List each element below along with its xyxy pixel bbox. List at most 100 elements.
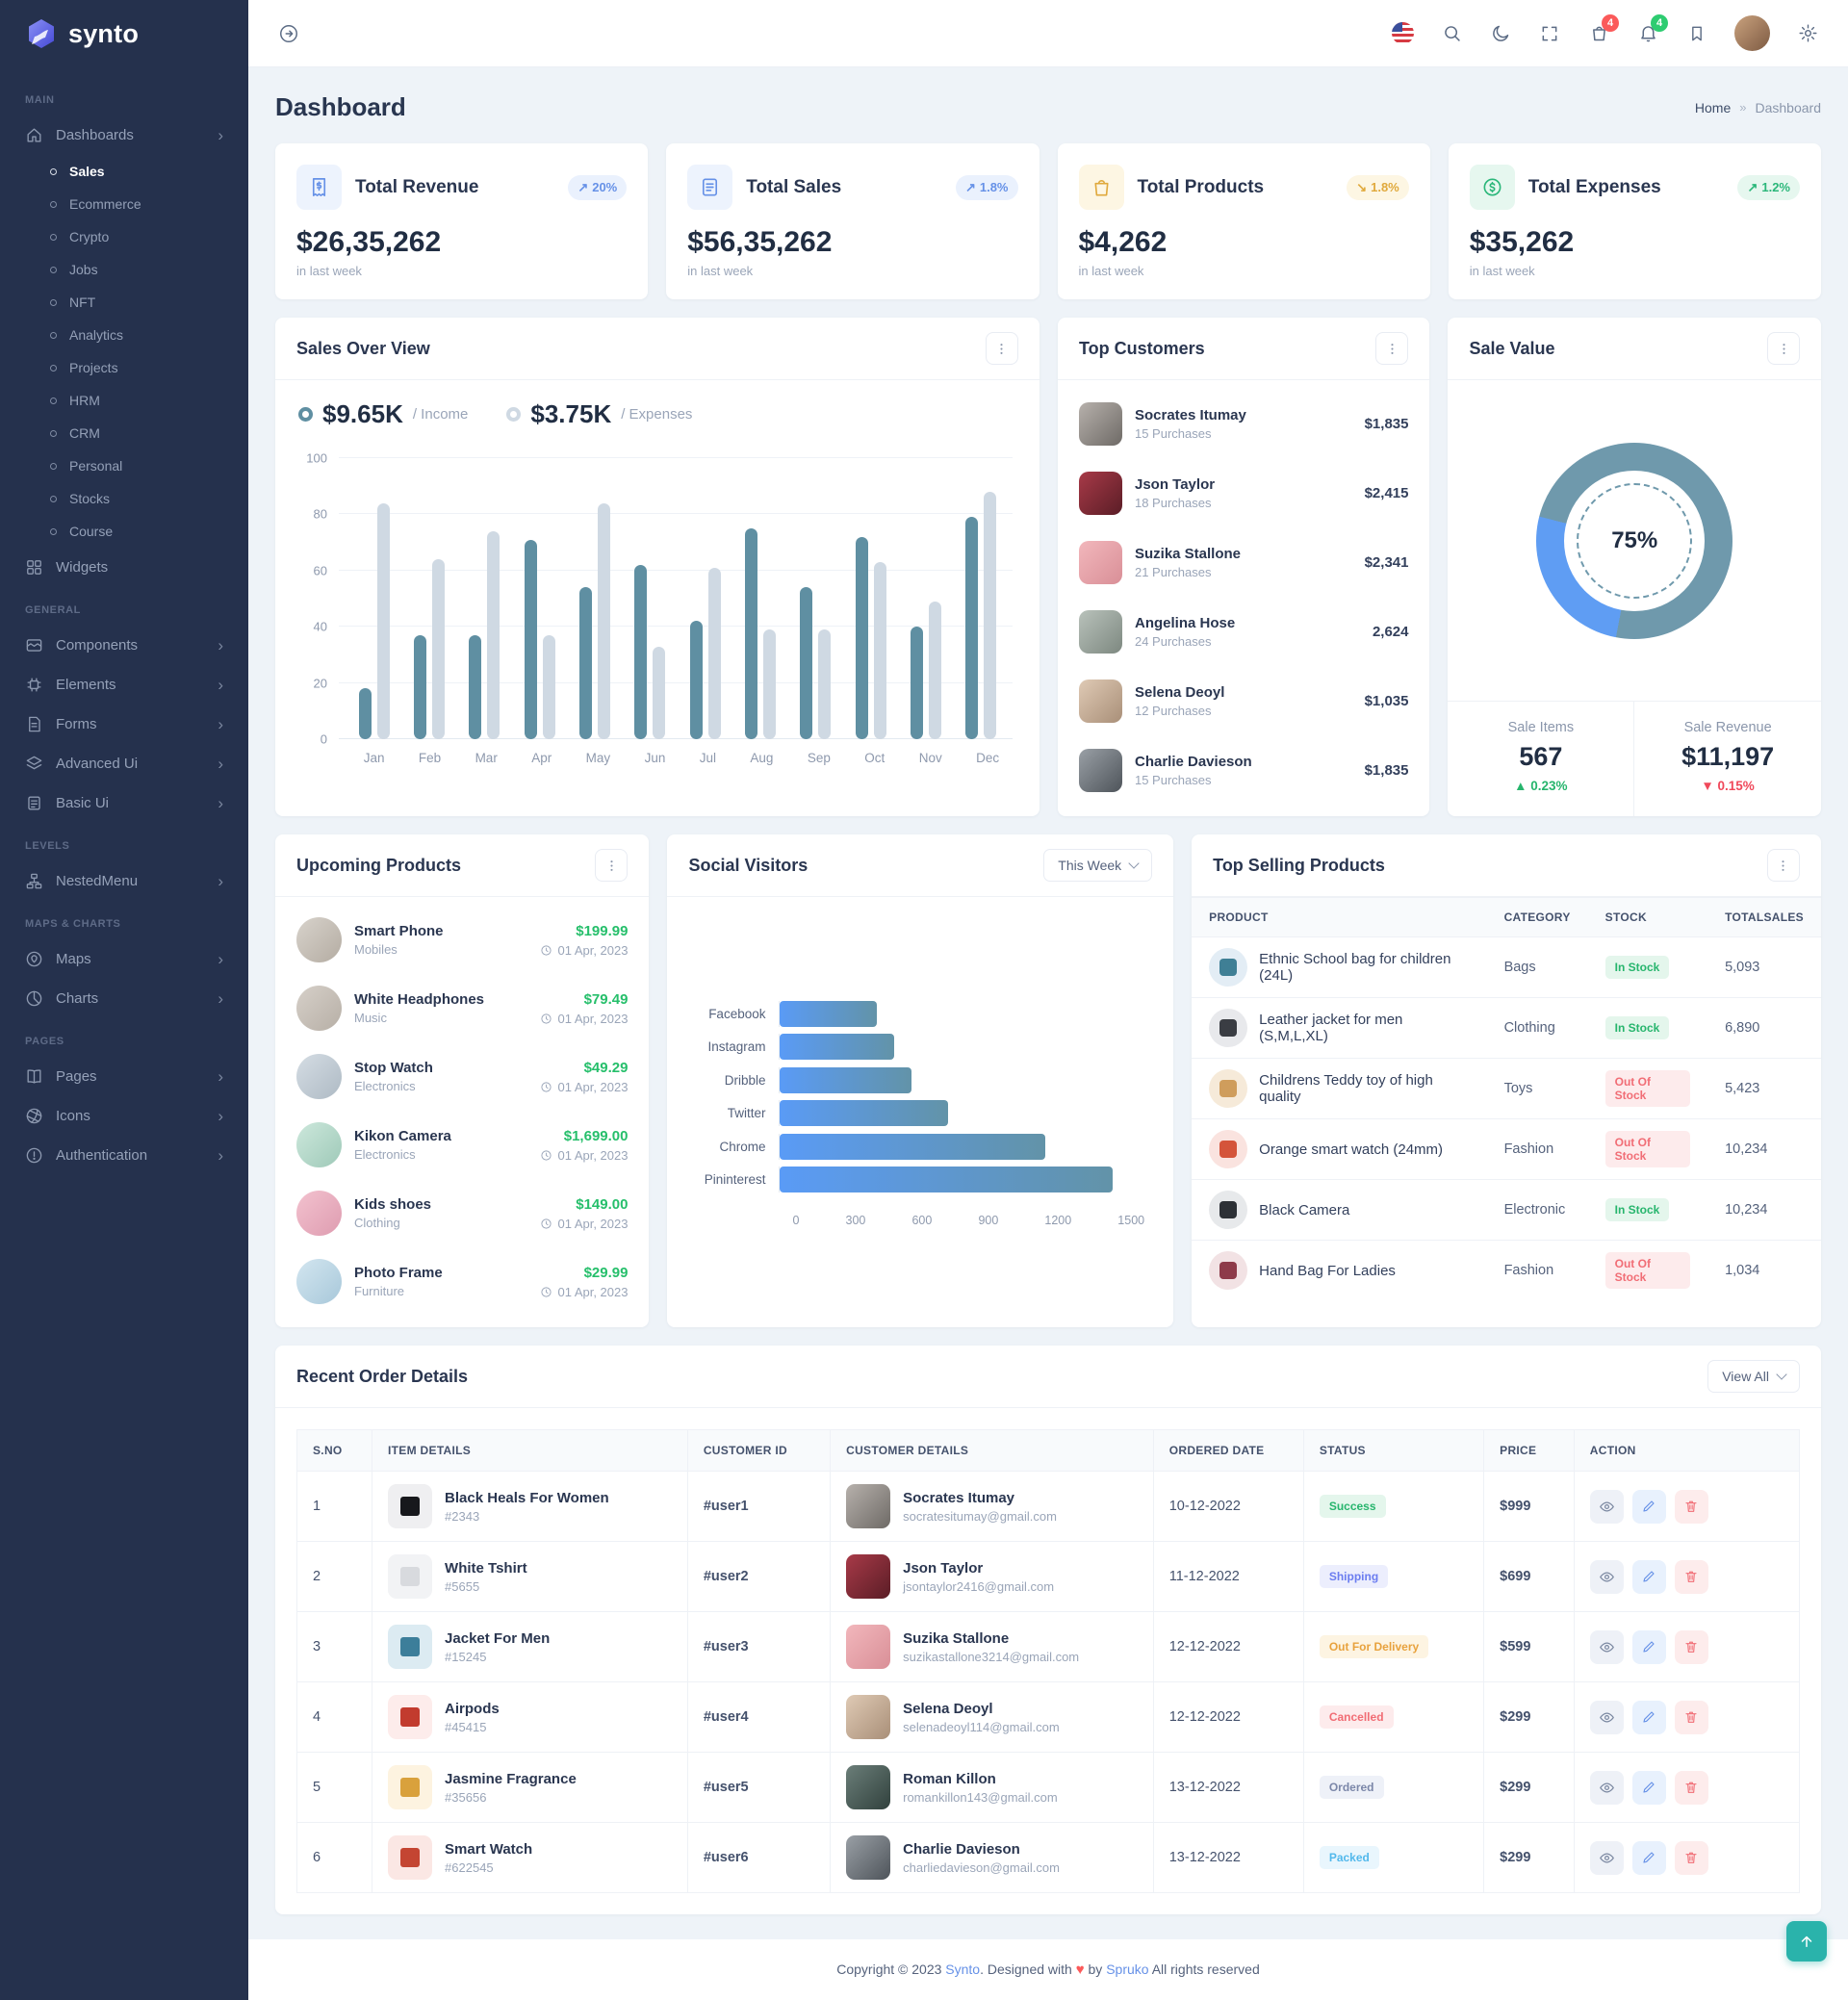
sidebar-item-pages[interactable]: Pages › [0,1057,248,1096]
product-row-photo-frame[interactable]: Photo Frame Furniture $29.99 01 Apr, 2023 [296,1247,628,1316]
customer-row-socrates-itumay[interactable]: Socrates Itumay 15 Purchases $1,835 [1078,389,1408,458]
edit-button[interactable] [1631,1700,1666,1734]
customer-id[interactable]: #user1 [686,1471,832,1542]
customer-row-selena-deoyl[interactable]: Selena Deoyl 12 Purchases $1,035 [1078,666,1408,735]
customer-id[interactable]: #user2 [686,1541,832,1612]
income-bar[interactable] [800,587,813,739]
card-menu-button[interactable] [1375,332,1409,365]
sidebar-item-maps[interactable]: Maps › [0,939,248,979]
social-bar[interactable] [780,1100,948,1127]
customer-id[interactable]: #user3 [686,1611,832,1682]
settings-button[interactable] [1796,22,1819,45]
view-button[interactable] [1589,1770,1624,1805]
edit-button[interactable] [1631,1629,1666,1664]
income-bar[interactable] [855,536,868,739]
sidebar-item-basic-ui[interactable]: Basic Ui › [0,783,248,823]
sidebar-item-charts[interactable]: Charts › [0,979,248,1018]
expenses-bar[interactable] [873,562,886,739]
delete-button[interactable] [1674,1629,1708,1664]
sidebar-item-advanced-ui[interactable]: Advanced Ui › [0,744,248,783]
sidebar-item-components[interactable]: Components › [0,626,248,665]
customer-id[interactable]: #user6 [686,1822,832,1893]
view-all-dropdown[interactable]: View All [1707,1360,1800,1393]
customer-id[interactable]: #user5 [686,1752,832,1823]
customer-row-suzika-stallone[interactable]: Suzika Stallone 21 Purchases $2,341 [1078,527,1408,597]
footer-brand-link[interactable]: Synto [945,1962,981,1977]
card-menu-button[interactable] [595,849,629,882]
breadcrumb-home[interactable]: Home [1694,99,1732,115]
edit-button[interactable] [1631,1559,1666,1594]
income-bar[interactable] [689,621,703,739]
expenses-bar[interactable] [928,601,941,739]
product-row-kikon-camera[interactable]: Kikon Camera Electronics $1,699.00 01 Apr, … [296,1111,628,1179]
expenses-bar[interactable] [653,646,666,739]
product-row-stop-watch[interactable]: Stop Watch Electronics $49.29 01 Apr, 2023 [296,1042,628,1111]
edit-button[interactable] [1631,1489,1666,1524]
income-bar[interactable] [413,634,426,739]
footer-designer-link[interactable]: Spruko [1106,1962,1149,1977]
sidebar-item-authentication[interactable]: Authentication › [0,1136,248,1175]
expenses-bar[interactable] [376,502,390,739]
view-button[interactable] [1589,1489,1624,1524]
delete-button[interactable] [1674,1489,1708,1524]
sidebar-subitem-course[interactable]: Course [0,515,248,548]
social-bar[interactable] [780,1066,911,1093]
expenses-bar[interactable] [487,530,500,739]
sidebar-toggle-button[interactable] [277,22,300,45]
expenses-bar[interactable] [984,492,997,739]
sidebar-subitem-projects[interactable]: Projects [0,351,248,384]
card-menu-button[interactable] [1767,332,1800,365]
sidebar-subitem-hrm[interactable]: HRM [0,384,248,417]
customer-row-json-taylor[interactable]: Json Taylor 18 Purchases $2,415 [1078,458,1408,527]
income-bar[interactable] [910,627,923,739]
income-bar[interactable] [469,634,482,739]
delete-button[interactable] [1674,1770,1708,1805]
sidebar-item-nestedmenu[interactable]: NestedMenu › [0,861,248,901]
table-row[interactable]: Childrens Teddy toy of high quality Toys O… [1192,1058,1821,1119]
income-bar[interactable] [965,517,979,739]
search-button[interactable] [1440,22,1463,45]
sidebar-subitem-nft[interactable]: NFT [0,286,248,319]
user-avatar[interactable] [1734,15,1770,51]
expenses-bar[interactable] [431,559,445,739]
card-menu-button[interactable] [985,332,1018,365]
sidebar-subitem-stocks[interactable]: Stocks [0,482,248,515]
sidebar-subitem-crypto[interactable]: Crypto [0,220,248,253]
delete-button[interactable] [1674,1840,1708,1875]
edit-button[interactable] [1631,1840,1666,1875]
income-bar[interactable] [358,688,372,739]
fullscreen-button[interactable] [1538,22,1561,45]
sidebar-subitem-jobs[interactable]: Jobs [0,253,248,286]
product-row-kids-shoes[interactable]: Kids shoes Clothing $149.00 01 Apr, 2023 [296,1179,628,1247]
sidebar-subitem-ecommerce[interactable]: Ecommerce [0,188,248,220]
notifications-button[interactable]: 4 [1636,13,1668,45]
sidebar-item-forms[interactable]: Forms › [0,705,248,744]
table-row[interactable]: Orange smart watch (24mm) Fashion Out Of S… [1192,1118,1821,1180]
sidebar-subitem-personal[interactable]: Personal [0,449,248,482]
customer-row-angelina-hose[interactable]: Angelina Hose 24 Purchases 2,624 [1078,597,1408,666]
customer-id[interactable]: #user4 [686,1681,832,1753]
brand-logo[interactable]: synto [0,0,248,67]
sidebar-subitem-analytics[interactable]: Analytics [0,319,248,351]
product-row-smart-phone[interactable]: Smart Phone Mobiles $199.99 01 Apr, 2023 [296,906,628,974]
income-bar[interactable] [578,587,592,739]
delete-button[interactable] [1674,1559,1708,1594]
social-bar[interactable] [780,1133,1045,1160]
sidebar-item-widgets[interactable]: Widgets [0,548,248,587]
delete-button[interactable] [1674,1700,1708,1734]
sidebar-item-dashboards[interactable]: Dashboards › [0,115,248,155]
cart-button[interactable]: 4 [1587,13,1619,45]
table-row[interactable]: Black Camera Electronic In Stock 10,234 [1192,1179,1821,1241]
bookmark-button[interactable] [1685,22,1708,45]
social-bar[interactable] [780,1034,895,1061]
table-row[interactable]: Ethnic School bag for children (24L) Bags… [1192,936,1821,998]
expenses-bar[interactable] [542,634,555,739]
language-flag-button[interactable] [1391,22,1414,45]
expenses-bar[interactable] [597,502,610,739]
social-bar[interactable] [780,1000,878,1027]
table-row[interactable]: Hand Bag For Ladies Fashion Out Of Stock 1,… [1192,1241,1821,1301]
view-button[interactable] [1589,1840,1624,1875]
view-button[interactable] [1589,1700,1624,1734]
sidebar-subitem-crm[interactable]: CRM [0,417,248,449]
sidebar-subitem-sales[interactable]: Sales [0,155,248,188]
